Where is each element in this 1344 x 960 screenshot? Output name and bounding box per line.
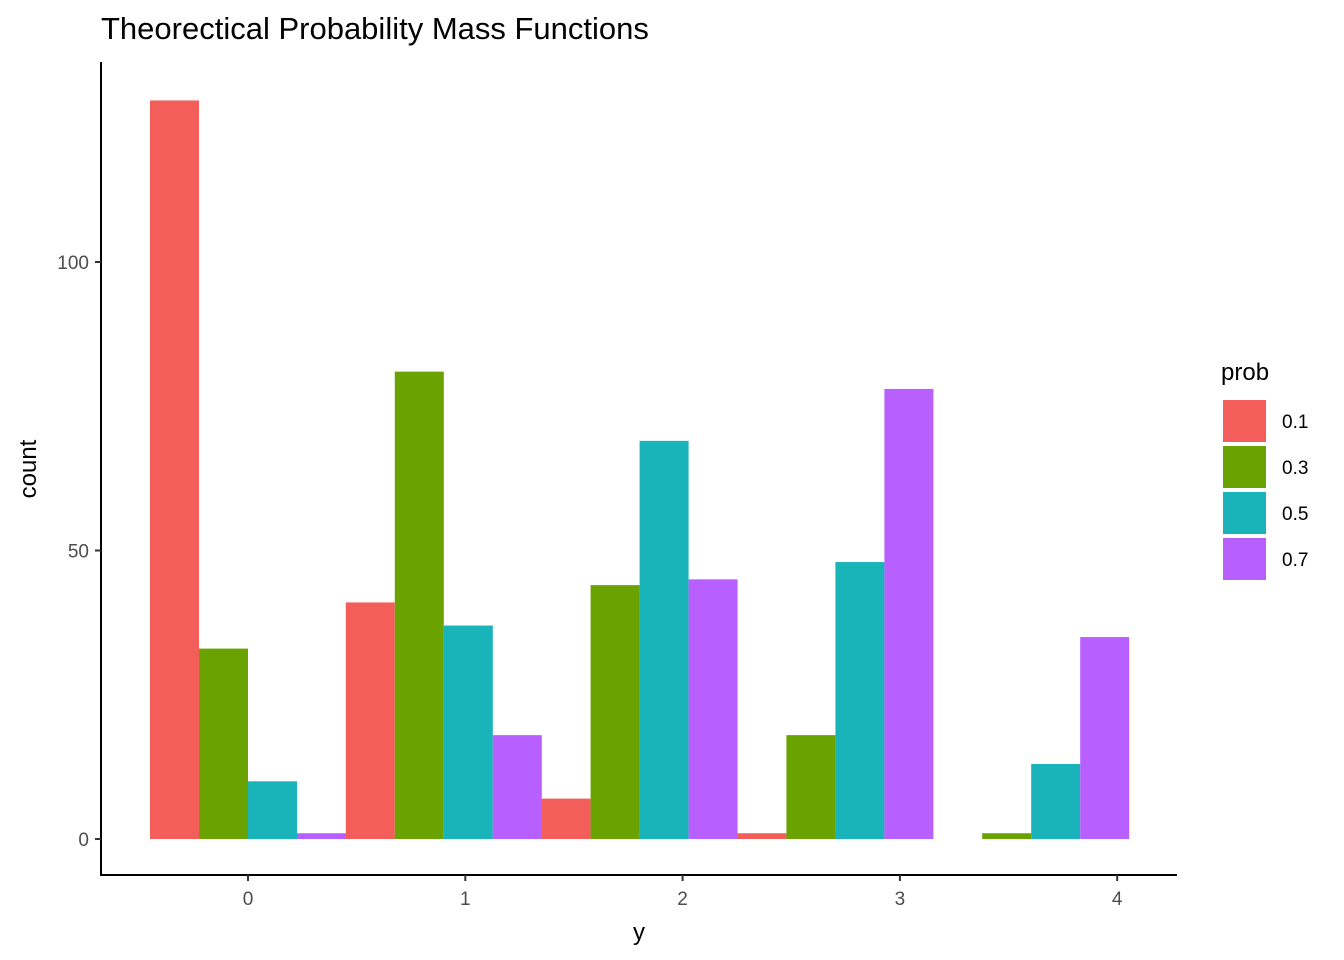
- bar-4-prob-0.5: [1031, 763, 1081, 839]
- legend-label-0.1: 0.1: [1282, 412, 1308, 433]
- legend: prob 0.1 0.3 0.5 0.7: [1221, 359, 1308, 580]
- bar-1-prob-0.5: [443, 625, 493, 839]
- bar-4-prob-0.3: [982, 833, 1032, 839]
- bar-2-prob-0.3: [590, 585, 640, 839]
- bars: [150, 100, 1130, 839]
- y-ticks: 0 50 100: [57, 253, 101, 851]
- legend-key-0.7: [1223, 538, 1266, 580]
- legend-key-0.3: [1223, 446, 1266, 488]
- bar-2-prob-0.7: [688, 579, 738, 839]
- y-tick-label: 50: [68, 542, 89, 563]
- bar-3-prob-0.7: [884, 388, 934, 839]
- chart-title: Theorectical Probability Mass Functions: [101, 11, 649, 46]
- legend-title: prob: [1221, 359, 1269, 386]
- bar-1-prob-0.1: [345, 602, 395, 839]
- y-tick-label: 100: [57, 253, 89, 274]
- bar-2-prob-0.1: [541, 798, 591, 839]
- x-tick-label: 4: [1112, 889, 1123, 910]
- x-tick-label: 0: [243, 889, 254, 910]
- bar-3-prob-0.1: [737, 833, 787, 839]
- bar-0-prob-0.1: [150, 100, 199, 839]
- legend-key-0.5: [1223, 492, 1266, 534]
- bar-4-prob-0.7: [1080, 637, 1130, 839]
- legend-key-0.1: [1223, 400, 1266, 442]
- legend-label-0.5: 0.5: [1282, 504, 1308, 525]
- bar-0-prob-0.7: [297, 833, 346, 839]
- x-tick-label: 1: [460, 889, 471, 910]
- x-tick-label: 3: [895, 889, 906, 910]
- y-tick-label: 0: [78, 830, 89, 851]
- x-ticks: 0 1 2 3 4: [243, 875, 1123, 910]
- bar-1-prob-0.3: [394, 371, 444, 839]
- x-tick-label: 2: [677, 889, 688, 910]
- legend-label-0.3: 0.3: [1282, 458, 1308, 479]
- bar-0-prob-0.3: [199, 648, 248, 839]
- bar-1-prob-0.7: [492, 735, 542, 839]
- bar-3-prob-0.5: [835, 562, 885, 839]
- x-axis-title: y: [633, 919, 645, 946]
- bar-0-prob-0.5: [248, 781, 297, 839]
- bar-3-prob-0.3: [786, 735, 836, 839]
- y-axis-title: count: [15, 439, 42, 498]
- legend-label-0.7: 0.7: [1282, 550, 1308, 571]
- bar-2-prob-0.5: [639, 440, 689, 839]
